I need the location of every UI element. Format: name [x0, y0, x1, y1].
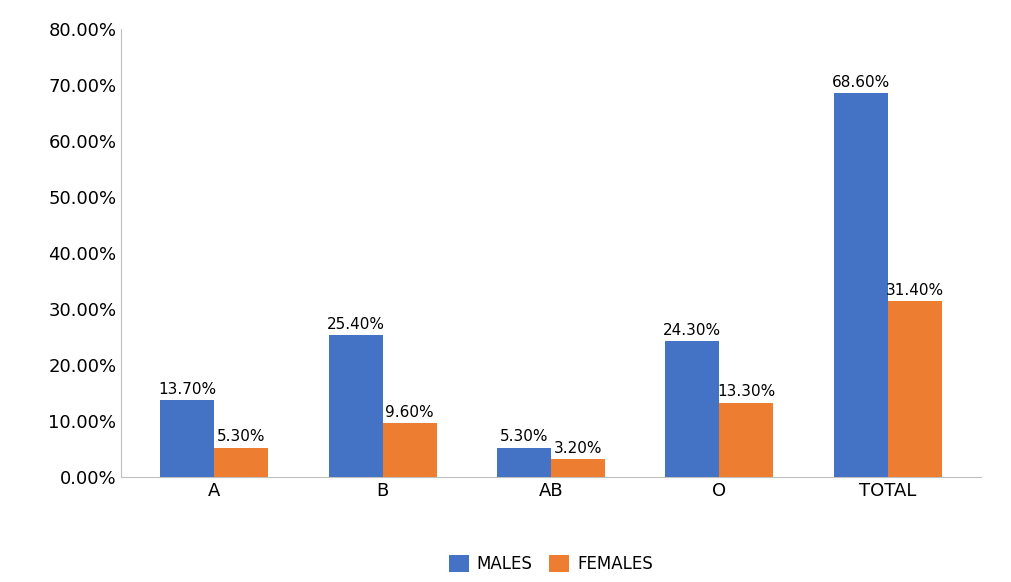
Text: 68.60%: 68.60%: [832, 74, 890, 90]
Bar: [161, 400, 214, 477]
Text: 9.60%: 9.60%: [385, 405, 434, 420]
Text: 25.40%: 25.40%: [327, 317, 385, 332]
Text: 5.30%: 5.30%: [217, 429, 266, 444]
Bar: [888, 301, 941, 477]
Bar: [551, 459, 605, 477]
Text: 13.70%: 13.70%: [159, 382, 216, 397]
Bar: [329, 335, 382, 477]
Bar: [720, 403, 773, 477]
Text: 3.20%: 3.20%: [554, 441, 603, 456]
Text: 5.30%: 5.30%: [499, 429, 548, 444]
Bar: [497, 448, 551, 477]
Text: 31.40%: 31.40%: [886, 283, 943, 298]
Bar: [214, 448, 268, 477]
Bar: [834, 93, 888, 477]
Legend: MALES, FEMALES: MALES, FEMALES: [442, 548, 660, 580]
Bar: [665, 341, 720, 477]
Text: 24.30%: 24.30%: [663, 323, 722, 338]
Text: 13.30%: 13.30%: [717, 384, 775, 399]
Bar: [382, 424, 437, 477]
